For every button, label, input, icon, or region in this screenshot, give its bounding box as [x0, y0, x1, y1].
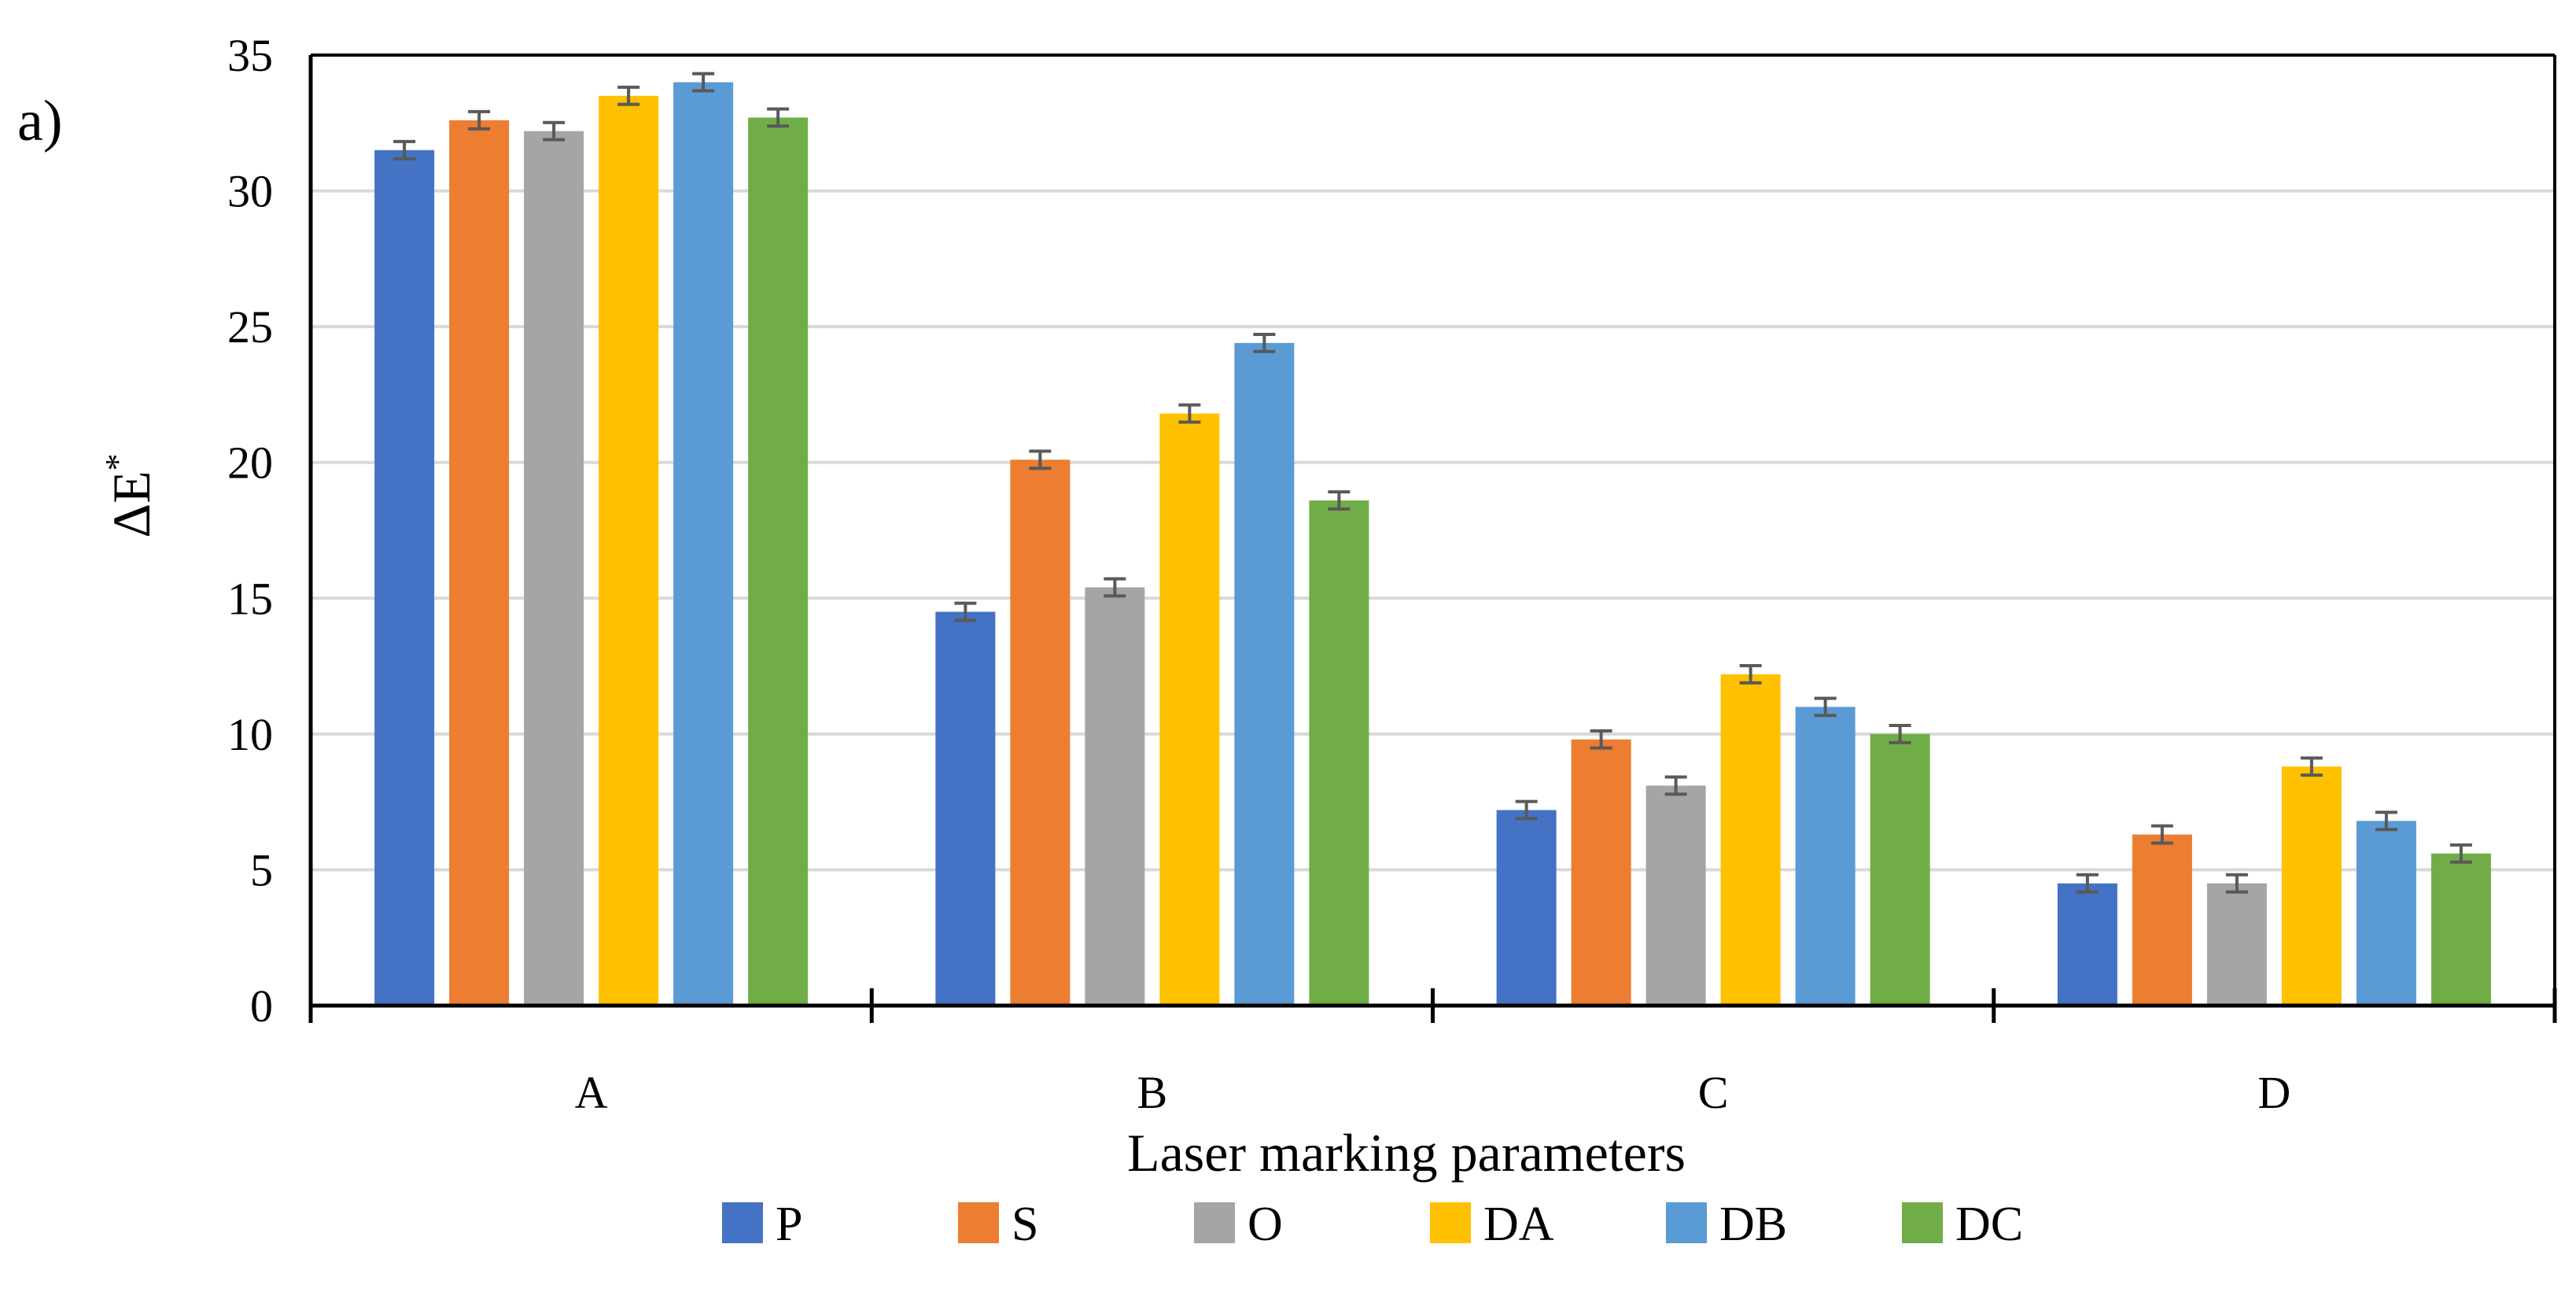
legend-label: O: [1247, 1198, 1283, 1251]
error-bar-DB-A: [692, 72, 715, 93]
error-bars: [393, 72, 2472, 894]
legend-label: DC: [1955, 1198, 2023, 1251]
error-bar-DB-B: [1253, 332, 1276, 353]
legend-label: S: [1012, 1198, 1038, 1251]
x-tick-label: B: [1137, 1067, 1168, 1118]
bar-DC-A: [748, 117, 809, 1006]
bars: [374, 82, 2491, 1006]
error-bar-DC-C: [1889, 723, 1911, 744]
legend-swatch: [1430, 1202, 1471, 1243]
error-bar-P-C: [1515, 799, 1538, 821]
error-bar-O-C: [1664, 775, 1687, 796]
legend-label: DA: [1483, 1198, 1554, 1251]
error-bar-DC-D: [2449, 843, 2472, 864]
error-bar-S-A: [468, 109, 491, 131]
bar-DC-C: [1870, 733, 1930, 1006]
error-bar-P-B: [954, 601, 977, 622]
legend-swatch: [1194, 1202, 1235, 1243]
bar-DB-A: [673, 82, 734, 1006]
bar-DA-A: [599, 95, 659, 1006]
legend-swatch: [958, 1202, 999, 1243]
legend: P S O DA DB DC: [722, 1198, 2023, 1251]
legend-swatch: [1666, 1202, 1707, 1243]
error-bar-O-D: [2225, 873, 2248, 894]
y-tick-label: 0: [250, 980, 273, 1032]
error-bar-S-D: [2150, 824, 2173, 845]
y-tick-label: 5: [250, 844, 273, 895]
bar-P-B: [935, 611, 996, 1006]
error-bar-O-B: [1104, 577, 1126, 598]
bar-P-C: [1496, 810, 1557, 1006]
error-bar-S-B: [1029, 449, 1052, 471]
bar-DC-D: [2430, 853, 2491, 1006]
legend-label: DB: [1719, 1198, 1787, 1251]
bar-O-C: [1645, 785, 1706, 1006]
legend-item-DB: DB: [1666, 1198, 1787, 1251]
error-bar-DA-D: [2300, 756, 2323, 777]
bar-DB-B: [1234, 342, 1295, 1006]
bar-DB-D: [2356, 821, 2416, 1006]
legend-label: P: [776, 1198, 802, 1251]
legend-item-DC: DC: [1902, 1198, 2023, 1251]
y-tick-label: 30: [227, 166, 273, 217]
y-tick-label: 10: [227, 709, 273, 760]
y-tick-label: 25: [227, 301, 273, 353]
legend-swatch: [1902, 1202, 1943, 1243]
x-axis-title: Laser marking parameters: [1127, 1123, 1686, 1183]
legend-item-P: P: [722, 1198, 802, 1251]
bar-O-B: [1085, 587, 1145, 1006]
y-tick-label: 35: [227, 30, 273, 81]
error-bar-DC-B: [1328, 490, 1351, 511]
bar-S-B: [1010, 460, 1071, 1006]
axes: [308, 54, 2557, 1023]
legend-item-DA: DA: [1430, 1198, 1554, 1251]
error-bar-S-C: [1590, 729, 1612, 750]
legend-swatch: [722, 1202, 763, 1243]
bar-S-A: [449, 120, 510, 1006]
y-tick-labels: 0 5 10 15 20 25 30 35: [227, 30, 273, 1032]
bar-DA-D: [2281, 766, 2342, 1006]
bar-DA-C: [1720, 674, 1781, 1006]
x-tick-label: C: [1698, 1067, 1729, 1118]
x-tick-label: D: [2257, 1067, 2290, 1118]
bar-DA-B: [1159, 413, 1220, 1006]
panel-label: a): [17, 89, 63, 153]
error-bar-DB-C: [1814, 696, 1837, 718]
bar-S-D: [2132, 834, 2192, 1006]
y-axis-title: ΔE*: [98, 453, 161, 537]
error-bar-O-A: [543, 120, 566, 142]
y-axis-superscript: *: [98, 453, 137, 471]
bar-P-A: [374, 150, 435, 1006]
bar-DC-B: [1309, 500, 1369, 1006]
error-bar-DB-D: [2375, 810, 2397, 832]
error-bar-DA-B: [1178, 403, 1201, 424]
bar-O-A: [524, 131, 584, 1006]
y-tick-label: 15: [227, 573, 273, 624]
bar-O-D: [2206, 883, 2267, 1006]
bar-S-C: [1571, 739, 1631, 1006]
error-bar-P-A: [393, 139, 416, 161]
legend-item-S: S: [958, 1198, 1038, 1251]
bar-DB-C: [1795, 707, 1856, 1006]
y-tick-label: 20: [227, 437, 273, 489]
error-bar-DC-A: [767, 107, 790, 128]
error-bar-DA-C: [1739, 664, 1762, 685]
y-axis-symbol: ΔE: [101, 471, 161, 537]
error-bar-P-D: [2076, 873, 2099, 894]
error-bar-DA-A: [617, 85, 640, 106]
x-tick-labels: A B C D: [575, 1067, 2291, 1118]
bar-P-D: [2057, 883, 2117, 1006]
legend-item-O: O: [1194, 1198, 1283, 1251]
x-tick-label: A: [575, 1067, 608, 1118]
